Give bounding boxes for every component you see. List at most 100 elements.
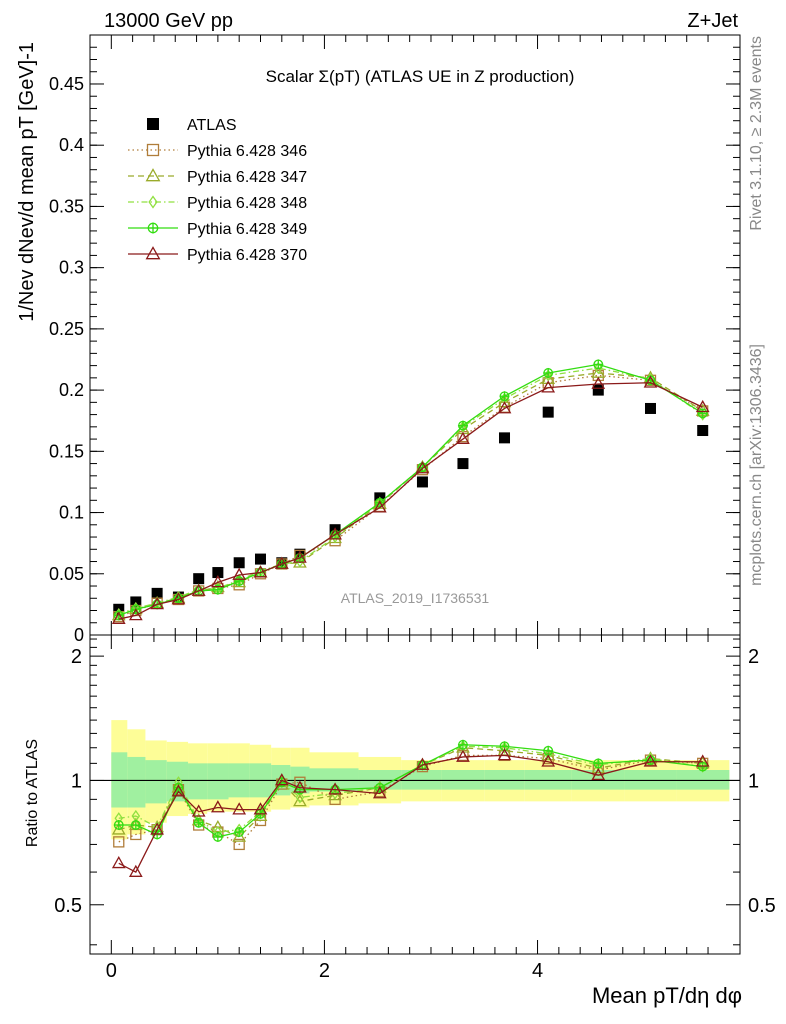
main-y-tick-label: 0.45 [49, 74, 84, 94]
ratio-data-point [643, 754, 658, 767]
main-y-tick-label: 0.25 [49, 319, 84, 339]
ratio-data-point [293, 780, 307, 793]
main-y-axis-label: 1/Nev dNev/d mean pT [GeV]-1 [16, 42, 38, 322]
main-data-point [128, 608, 143, 621]
main-data-point [191, 583, 206, 596]
ratio-y-tick-label: 1 [71, 770, 82, 792]
ratio-band-inner [127, 756, 146, 808]
legend-entry: Pythia 6.428 346 [128, 143, 307, 160]
main-y-tick-label: 0.15 [49, 441, 84, 461]
main-data-point [171, 592, 186, 605]
ratio-data-point [591, 767, 606, 781]
ratio-data-point [253, 808, 268, 821]
mcplots-label: mcplots.cern.ch [arXiv:1306.3436] [748, 344, 765, 586]
ratio-data-point [212, 831, 223, 842]
main-data-point [234, 576, 245, 587]
main-y-tick-label: 0.4 [59, 135, 84, 155]
x-tick-label: 2 [319, 960, 330, 982]
main-data-point [593, 359, 604, 370]
x-tick-label: 4 [532, 960, 543, 982]
ratio-band-inner [441, 769, 485, 790]
header-right: Z+Jet [687, 10, 738, 32]
ratio-band-inner [524, 769, 572, 790]
ratio-data-point [234, 827, 245, 838]
main-data-point [457, 458, 469, 470]
main-data-point [151, 587, 163, 599]
ratio-data-point [232, 829, 247, 842]
ratio-data-point [330, 787, 340, 800]
ratio-data-point [593, 758, 604, 769]
x-axis-label: Mean pT/dη dφ [592, 983, 742, 1008]
ratio-data-point [113, 836, 125, 848]
ratio-y-tick-label-right: 1 [748, 770, 759, 792]
ratio-data-point [274, 773, 289, 786]
main-data-point [253, 565, 268, 578]
main-data-point [499, 432, 511, 444]
main-data-point [456, 431, 470, 444]
ratio-band-inner [207, 763, 229, 800]
ratio-data-point [543, 747, 553, 760]
main-data-point [592, 384, 604, 396]
main-panel: 0 0.05 0.1 0.15 0.2 0.25 0.3 0.35 0.4 0.45 Scalar… [16, 34, 741, 645]
legend-marker [146, 143, 160, 157]
ratio-data-point [253, 802, 268, 815]
ratio-data-point [295, 791, 305, 804]
main-data-point [293, 550, 307, 563]
ratio-band-inner [676, 769, 730, 790]
legend-entry: Pythia 6.428 348 [128, 195, 307, 212]
main-data-point [643, 375, 658, 388]
main-data-point [593, 361, 603, 375]
ratio-frame [89, 634, 741, 955]
legend-entry: ATLAS [147, 117, 237, 134]
main-y-tick-label: 0.1 [59, 503, 84, 523]
main-data-point [372, 500, 387, 513]
ratio-data-point [328, 782, 342, 795]
ratio-y-tick-label-right: 0.5 [748, 895, 776, 917]
main-data-point [457, 420, 468, 431]
x-tick-label: 0 [106, 960, 117, 982]
main-x-ticks [110, 35, 709, 635]
ratio-data-point [211, 800, 225, 813]
main-watermark: ATLAS_2019_I1736531 [341, 590, 490, 606]
ratio-series-4 [111, 748, 710, 877]
main-series-line [118, 382, 703, 620]
legend-marker [145, 246, 161, 260]
ratio-data-point [150, 822, 164, 835]
ratio-data-point [415, 757, 430, 770]
ratio-data-point [233, 838, 245, 851]
ratio-band-inner [624, 769, 677, 790]
ratio-band-inner [145, 760, 167, 804]
ratio-data-point [232, 802, 247, 815]
main-plot-area [111, 359, 710, 624]
ratio-y-axis-label: Ratio to ATLAS [24, 739, 41, 847]
main-data-point [416, 476, 428, 488]
legend-label: Pythia 6.428 346 [187, 143, 307, 160]
ratio-band-inner [484, 769, 525, 790]
legend: ATLAS Pythia 6.428 346 Pythia 6.428 347 Pyt… [128, 117, 307, 264]
main-data-point [695, 399, 710, 413]
main-y-tick-label: 0.3 [59, 258, 84, 278]
main-y-tick-label: 0.35 [49, 196, 84, 216]
main-data-point [274, 556, 289, 569]
legend-marker [147, 222, 159, 234]
ratio-band-inner [188, 763, 208, 800]
ratio-data-point [497, 748, 512, 761]
main-data-point [212, 567, 224, 579]
ratio-data-point [171, 784, 186, 797]
ratio-data-point [695, 754, 710, 767]
main-data-point [543, 367, 554, 378]
main-data-point [150, 597, 164, 610]
main-data-point [697, 425, 709, 437]
legend-marker [148, 195, 158, 209]
main-data-point [697, 408, 708, 419]
ratio-data-point [456, 749, 470, 762]
main-data-point [232, 567, 247, 580]
legend-label: Pythia 6.428 347 [187, 169, 307, 186]
ratio-data-point [293, 794, 307, 807]
main-data-point [542, 406, 554, 418]
main-data-point [233, 557, 245, 569]
main-data-point [328, 527, 342, 540]
legend-label: Pythia 6.428 348 [187, 195, 307, 212]
main-data-point [295, 555, 305, 568]
